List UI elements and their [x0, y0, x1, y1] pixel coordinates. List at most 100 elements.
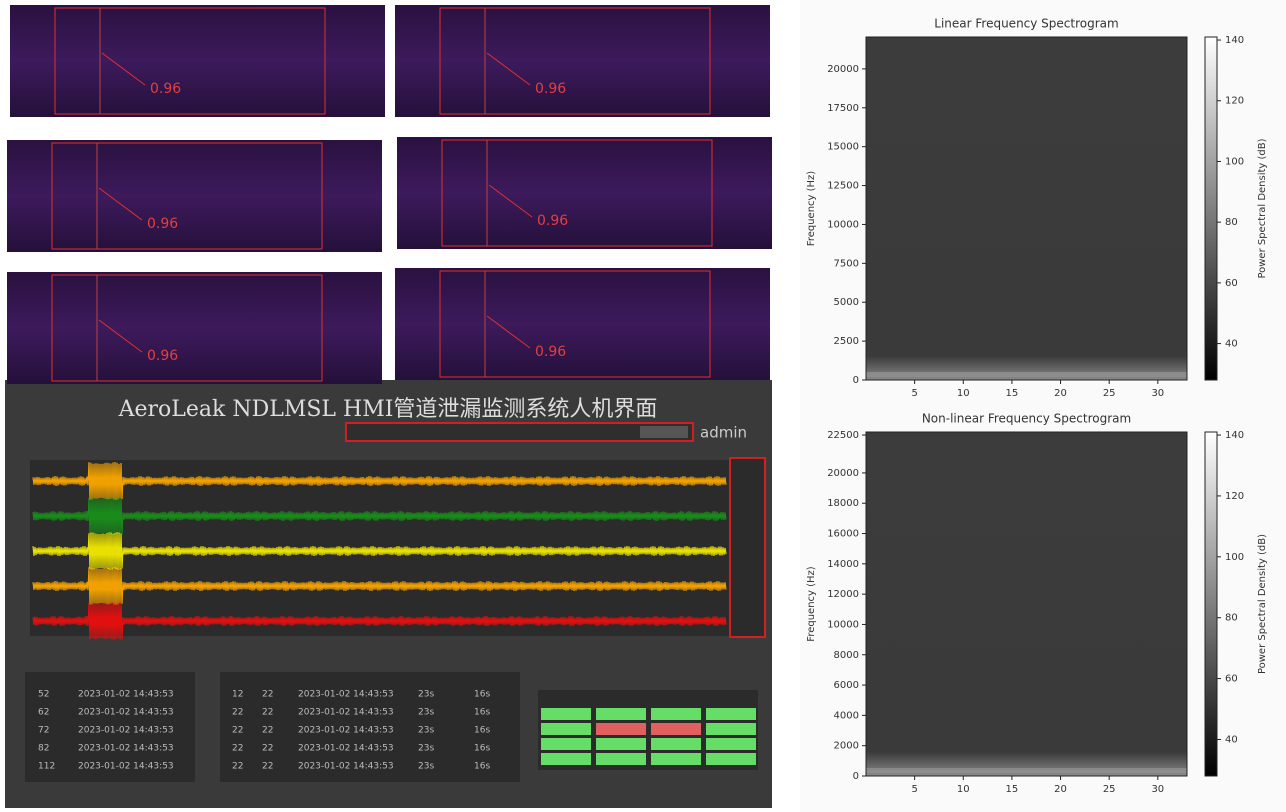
- table-cell: 52: [38, 690, 49, 700]
- x-tick-label: 10: [957, 388, 970, 399]
- scroll-panel[interactable]: [729, 457, 766, 638]
- colorbar-label: Power Spectral Density (dB): [1257, 534, 1268, 674]
- chart-title: Linear Frequency Spectrogram: [934, 17, 1118, 31]
- table-cell: 22: [232, 708, 243, 718]
- x-tick-label: 15: [1006, 784, 1019, 795]
- colorbar-tick-label: 60: [1225, 674, 1238, 685]
- table-cell: 2023-01-02 14:43:53: [78, 762, 174, 772]
- table-cell: 23s: [418, 744, 434, 754]
- score-label: 0.96: [535, 344, 566, 360]
- search-button[interactable]: [640, 426, 688, 438]
- table-cell: 2023-01-02 14:43:53: [78, 726, 174, 736]
- waveform: [32, 602, 727, 640]
- pointer: [101, 52, 146, 86]
- y-axis-label: Frequency (Hz): [806, 566, 817, 642]
- pointer: [98, 187, 143, 221]
- waveform: [32, 566, 727, 606]
- detection-box: [51, 274, 323, 382]
- table-cell: 112: [38, 762, 55, 772]
- table-cell: 22: [262, 726, 273, 736]
- status-cell: [541, 738, 591, 750]
- y-tick-label: 2500: [834, 336, 859, 347]
- x-tick-label: 5: [911, 388, 917, 399]
- table-cell: 2023-01-02 14:43:53: [298, 744, 394, 754]
- table-cell: 2023-01-02 14:43:53: [78, 744, 174, 754]
- table-cell: 16s: [474, 726, 490, 736]
- colorbar-tick-label: 80: [1225, 613, 1238, 624]
- y-tick-label: 17500: [827, 103, 859, 114]
- y-tick-label: 7500: [834, 258, 859, 269]
- status-cell: [541, 723, 591, 735]
- colorbar-tick-label: 140: [1225, 35, 1244, 46]
- thumbnail: [7, 272, 382, 384]
- pointer: [488, 184, 533, 218]
- waveform: [32, 532, 727, 570]
- table-cell: 22: [262, 762, 273, 772]
- detection-box: [51, 142, 323, 250]
- low-band: [866, 768, 1187, 773]
- colorbar-tick-label: 100: [1225, 552, 1244, 563]
- thumbnail: [7, 140, 382, 252]
- score-label: 0.96: [150, 81, 181, 97]
- pointer: [98, 319, 143, 353]
- y-axis-label: Frequency (Hz): [806, 171, 817, 247]
- status-cell: [706, 753, 756, 765]
- plot-frame: [865, 36, 1188, 381]
- table-cell: 22: [262, 690, 273, 700]
- table-cell: 2023-01-02 14:43:53: [298, 708, 394, 718]
- x-tick-label: 10: [957, 784, 970, 795]
- colorbar: [1204, 431, 1218, 777]
- y-tick-label: 15000: [827, 142, 859, 153]
- detail-table: [220, 672, 520, 782]
- x-tick-label: 30: [1151, 784, 1164, 795]
- waveform: [32, 462, 727, 500]
- table-cell: 22: [262, 744, 273, 754]
- table-cell: 16s: [474, 690, 490, 700]
- status-cell: [651, 738, 701, 750]
- y-tick-label: 4000: [834, 710, 859, 721]
- score-label: 0.96: [535, 81, 566, 97]
- spectrogram-image: [866, 37, 1187, 380]
- table-cell: 2023-01-02 14:43:53: [78, 708, 174, 718]
- status-cell: [651, 708, 701, 720]
- y-tick-label: 12500: [827, 181, 859, 192]
- y-tick-label: 18000: [827, 498, 859, 509]
- status-cell: [596, 753, 646, 765]
- status-cell: [651, 723, 701, 735]
- pointer: [486, 315, 531, 349]
- table-cell: 16s: [474, 762, 490, 772]
- x-tick-label: 25: [1103, 388, 1116, 399]
- low-band: [866, 372, 1187, 377]
- status-cell: [651, 753, 701, 765]
- status-cell: [596, 738, 646, 750]
- table-cell: 2023-01-02 14:43:53: [78, 690, 174, 700]
- detection-box: [54, 7, 326, 115]
- y-tick-label: 8000: [834, 650, 859, 661]
- colorbar-tick-label: 40: [1225, 734, 1238, 745]
- plot-frame: [865, 431, 1188, 777]
- y-tick-label: 2000: [834, 741, 859, 752]
- detection-box: [439, 7, 711, 115]
- status-cell: [706, 708, 756, 720]
- thumbnail: [395, 268, 770, 380]
- table-cell: 2023-01-02 14:43:53: [298, 726, 394, 736]
- status-cell: [706, 738, 756, 750]
- table-cell: 23s: [418, 690, 434, 700]
- table-cell: 22: [262, 708, 273, 718]
- search-box[interactable]: [345, 422, 694, 442]
- table-cell: 62: [38, 708, 49, 718]
- status-cell: [596, 723, 646, 735]
- spectrogram-image: [866, 432, 1187, 776]
- thumbnail: [10, 5, 385, 117]
- y-tick-label: 5000: [834, 297, 859, 308]
- thumbnail: [397, 137, 772, 249]
- colorbar-tick-label: 140: [1225, 430, 1244, 441]
- y-tick-label: 20000: [827, 468, 859, 479]
- status-cell: [596, 708, 646, 720]
- user-name[interactable]: admin: [700, 424, 747, 442]
- score-label: 0.96: [537, 213, 568, 229]
- colorbar-tick-label: 60: [1225, 278, 1238, 289]
- table-cell: 16s: [474, 708, 490, 718]
- status-cell: [541, 708, 591, 720]
- x-tick-label: 25: [1103, 784, 1116, 795]
